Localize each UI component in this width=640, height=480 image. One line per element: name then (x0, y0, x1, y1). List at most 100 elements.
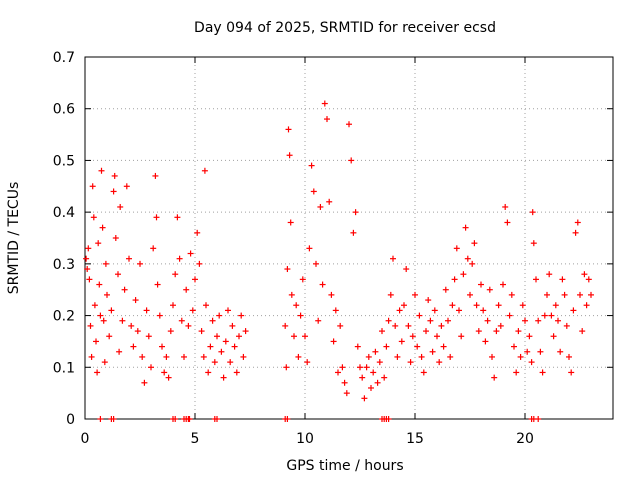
data-point (544, 291, 550, 298)
data-point (416, 312, 423, 319)
y-tick-label: 0.4 (53, 205, 75, 221)
data-point (401, 302, 407, 309)
data-point (332, 307, 339, 314)
data-point (110, 416, 117, 422)
data-point (141, 379, 148, 386)
data-point (581, 271, 588, 278)
data-point (214, 416, 220, 422)
data-point (285, 126, 292, 133)
data-point (117, 203, 124, 210)
data-point (207, 343, 214, 350)
data-point (339, 364, 346, 371)
data-point (233, 369, 240, 376)
data-point (132, 297, 139, 304)
y-tick-label: 0.1 (53, 360, 75, 376)
data-point (315, 317, 322, 324)
y-tick-label: 0.3 (53, 257, 75, 273)
data-point (524, 348, 531, 355)
data-point (529, 209, 536, 216)
data-point (203, 302, 209, 309)
data-point (95, 240, 102, 247)
data-point (555, 317, 561, 324)
chart-title: Day 094 of 2025, SRMTID for receiver ecs… (194, 20, 496, 36)
data-point (579, 328, 586, 335)
data-point (183, 286, 190, 293)
data-point (376, 359, 383, 366)
data-point (227, 359, 234, 366)
data-point (572, 229, 579, 236)
data-point (100, 317, 107, 324)
data-point (352, 209, 359, 216)
data-point (530, 240, 537, 247)
data-point (93, 338, 99, 345)
data-point (484, 317, 491, 324)
data-point (242, 328, 249, 335)
data-point (286, 152, 293, 159)
data-point (427, 317, 434, 324)
data-point (99, 224, 106, 231)
data-point (110, 188, 117, 195)
data-point (480, 307, 487, 314)
data-point (121, 286, 128, 293)
data-point (407, 359, 414, 366)
data-point (222, 338, 229, 345)
data-point (392, 322, 399, 329)
data-point (497, 322, 504, 329)
data-point (98, 167, 105, 174)
data-point (319, 281, 326, 288)
data-point (112, 235, 119, 241)
data-point (163, 353, 170, 360)
data-point (161, 369, 168, 376)
data-point (469, 260, 476, 267)
data-point (583, 302, 590, 309)
data-point (174, 214, 181, 221)
data-point (361, 395, 368, 402)
data-point (482, 338, 489, 345)
data-point (368, 384, 374, 391)
data-point (405, 322, 412, 329)
data-point (128, 322, 135, 329)
data-point (84, 266, 91, 273)
axes: 0 0.1 0.2 0.3 0.4 0.5 0.6 0.7 0 5 10 15 20 (53, 50, 614, 447)
data-point (418, 353, 425, 360)
data-point (374, 379, 381, 386)
data-point (561, 291, 568, 298)
data-point (89, 183, 96, 190)
data-point (414, 343, 421, 350)
data-point (134, 328, 141, 335)
data-point (471, 240, 478, 247)
data-point (535, 317, 542, 324)
data-point (200, 353, 207, 360)
data-point (86, 276, 93, 283)
data-point (211, 359, 218, 366)
data-point (90, 214, 97, 221)
data-point (533, 276, 539, 283)
data-point (519, 302, 526, 309)
data-point (283, 364, 290, 371)
data-point (178, 317, 185, 324)
data-point (379, 328, 385, 335)
data-point (462, 224, 469, 231)
data-point (295, 353, 302, 360)
data-point (387, 291, 394, 298)
data-point (585, 276, 592, 283)
data-point (148, 364, 154, 371)
data-point (111, 172, 118, 179)
data-point (559, 276, 566, 283)
data-point (365, 353, 372, 360)
data-point (205, 369, 212, 376)
data-point (588, 291, 594, 298)
data-point (370, 369, 377, 376)
data-point (506, 312, 513, 319)
data-point (495, 302, 502, 309)
data-point (486, 286, 493, 293)
data-point (321, 100, 328, 107)
data-point (385, 416, 392, 422)
data-point (196, 260, 203, 267)
data-point (96, 281, 103, 288)
data-point (394, 353, 401, 360)
data-point (156, 312, 163, 319)
data-point (229, 322, 236, 329)
data-point (330, 338, 337, 345)
